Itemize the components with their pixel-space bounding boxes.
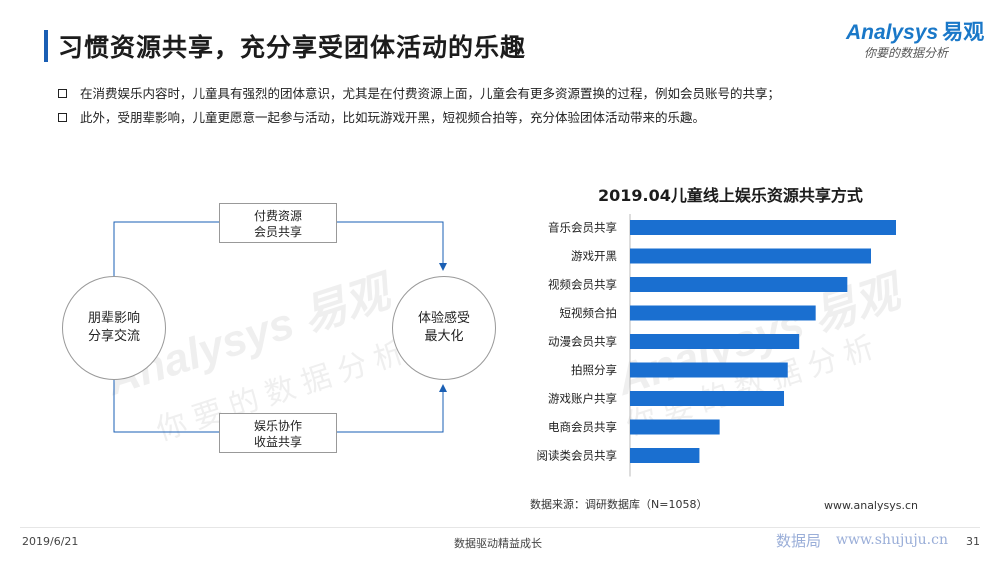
node-line: 分享交流 [87, 329, 140, 344]
footer-slogan: 数据驱动精益成长 [454, 537, 542, 550]
logo-tagline: 你要的数据分析 [864, 46, 949, 60]
bar [630, 334, 800, 349]
category-label: 电商会员共享 [548, 420, 617, 434]
box-line: 娱乐协作 [253, 419, 302, 433]
category-label: 游戏开黑 [571, 249, 617, 263]
page-number: 31 [966, 535, 980, 548]
logo-cn: 易观 [942, 21, 985, 44]
category-label: 拍照分享 [571, 363, 617, 377]
bar [630, 248, 871, 264]
square-bullet-icon [58, 89, 67, 98]
bullet-text: 在消费娱乐内容时，儿童具有强烈的团体意识，尤其是在付费资源上面，儿童会有更多资源… [80, 86, 781, 101]
site-url: www.analysys.cn [824, 499, 918, 512]
node-peer-influence: 朋辈影响 分享交流 [62, 276, 166, 380]
logo-wordmark: Analysys 易观 [846, 16, 984, 46]
data-source: 数据来源：调研数据库（N=1058） [530, 498, 708, 511]
bar-chart: 音乐会员共享游戏开黑视频会员共享短视频合拍动漫会员共享拍照分享游戏账户共享 电商会… [500, 214, 940, 484]
category-label: 音乐会员共享 [548, 221, 617, 235]
bullet-text: 此外，受朋辈影响，儿童更愿意一起参与活动，比如玩游戏开黑，短视频合拍等，充分体验… [80, 110, 706, 125]
box-line: 会员共享 [253, 225, 302, 239]
bar [630, 277, 848, 292]
page-title: 习惯资源共享，充分享受团体活动的乐趣 [58, 33, 527, 62]
bullet-list: 在消费娱乐内容时，儿童具有强烈的团体意识，尤其是在付费资源上面，儿童会有更多资源… [54, 84, 954, 132]
footer-date: 2019/6/21 [22, 535, 79, 548]
shujuju-url: www.shujuju.cn [836, 532, 948, 548]
bar [630, 362, 788, 378]
title-accent-bar [44, 30, 48, 62]
bar [630, 419, 720, 435]
category-label: 短视频合拍 [560, 306, 618, 320]
node-line: 体验感受 [417, 311, 470, 326]
footer-divider [20, 527, 980, 528]
chart-title: 2019.04儿童线上娱乐资源共享方式 [598, 186, 863, 205]
shujuju-watermark: 数据局 [776, 532, 822, 550]
bar [630, 448, 700, 463]
box-paid-resources: 付费资源 会员共享 [219, 203, 337, 243]
analysys-logo: Analysys 易观 你要的数据分析 [846, 16, 984, 64]
node-line: 最大化 [424, 329, 464, 344]
box-line: 收益共享 [253, 435, 302, 449]
box-line: 付费资源 [253, 209, 302, 223]
bar [630, 220, 896, 235]
logo-en: Analysys [846, 21, 939, 44]
category-label: 游戏账户共享 [548, 392, 617, 406]
node-line: 朋辈影响 [87, 311, 140, 326]
node-experience-max: 体验感受 最大化 [392, 276, 496, 380]
category-label: 动漫会员共享 [548, 335, 617, 349]
bar [630, 391, 785, 406]
category-label: 阅读类会员共享 [537, 449, 618, 463]
box-entertainment-collab: 娱乐协作 收益共享 [219, 413, 337, 453]
category-label: 视频会员共享 [548, 278, 617, 292]
bar [630, 305, 816, 321]
bullet-item: 此外，受朋辈影响，儿童更愿意一起参与活动，比如玩游戏开黑，短视频合拍等，充分体验… [54, 108, 954, 132]
square-bullet-icon [58, 113, 67, 122]
bar-chart-svg: 音乐会员共享游戏开黑视频会员共享短视频合拍动漫会员共享拍照分享游戏账户共享电商会… [537, 214, 896, 477]
bullet-item: 在消费娱乐内容时，儿童具有强烈的团体意识，尤其是在付费资源上面，儿童会有更多资源… [54, 84, 954, 108]
